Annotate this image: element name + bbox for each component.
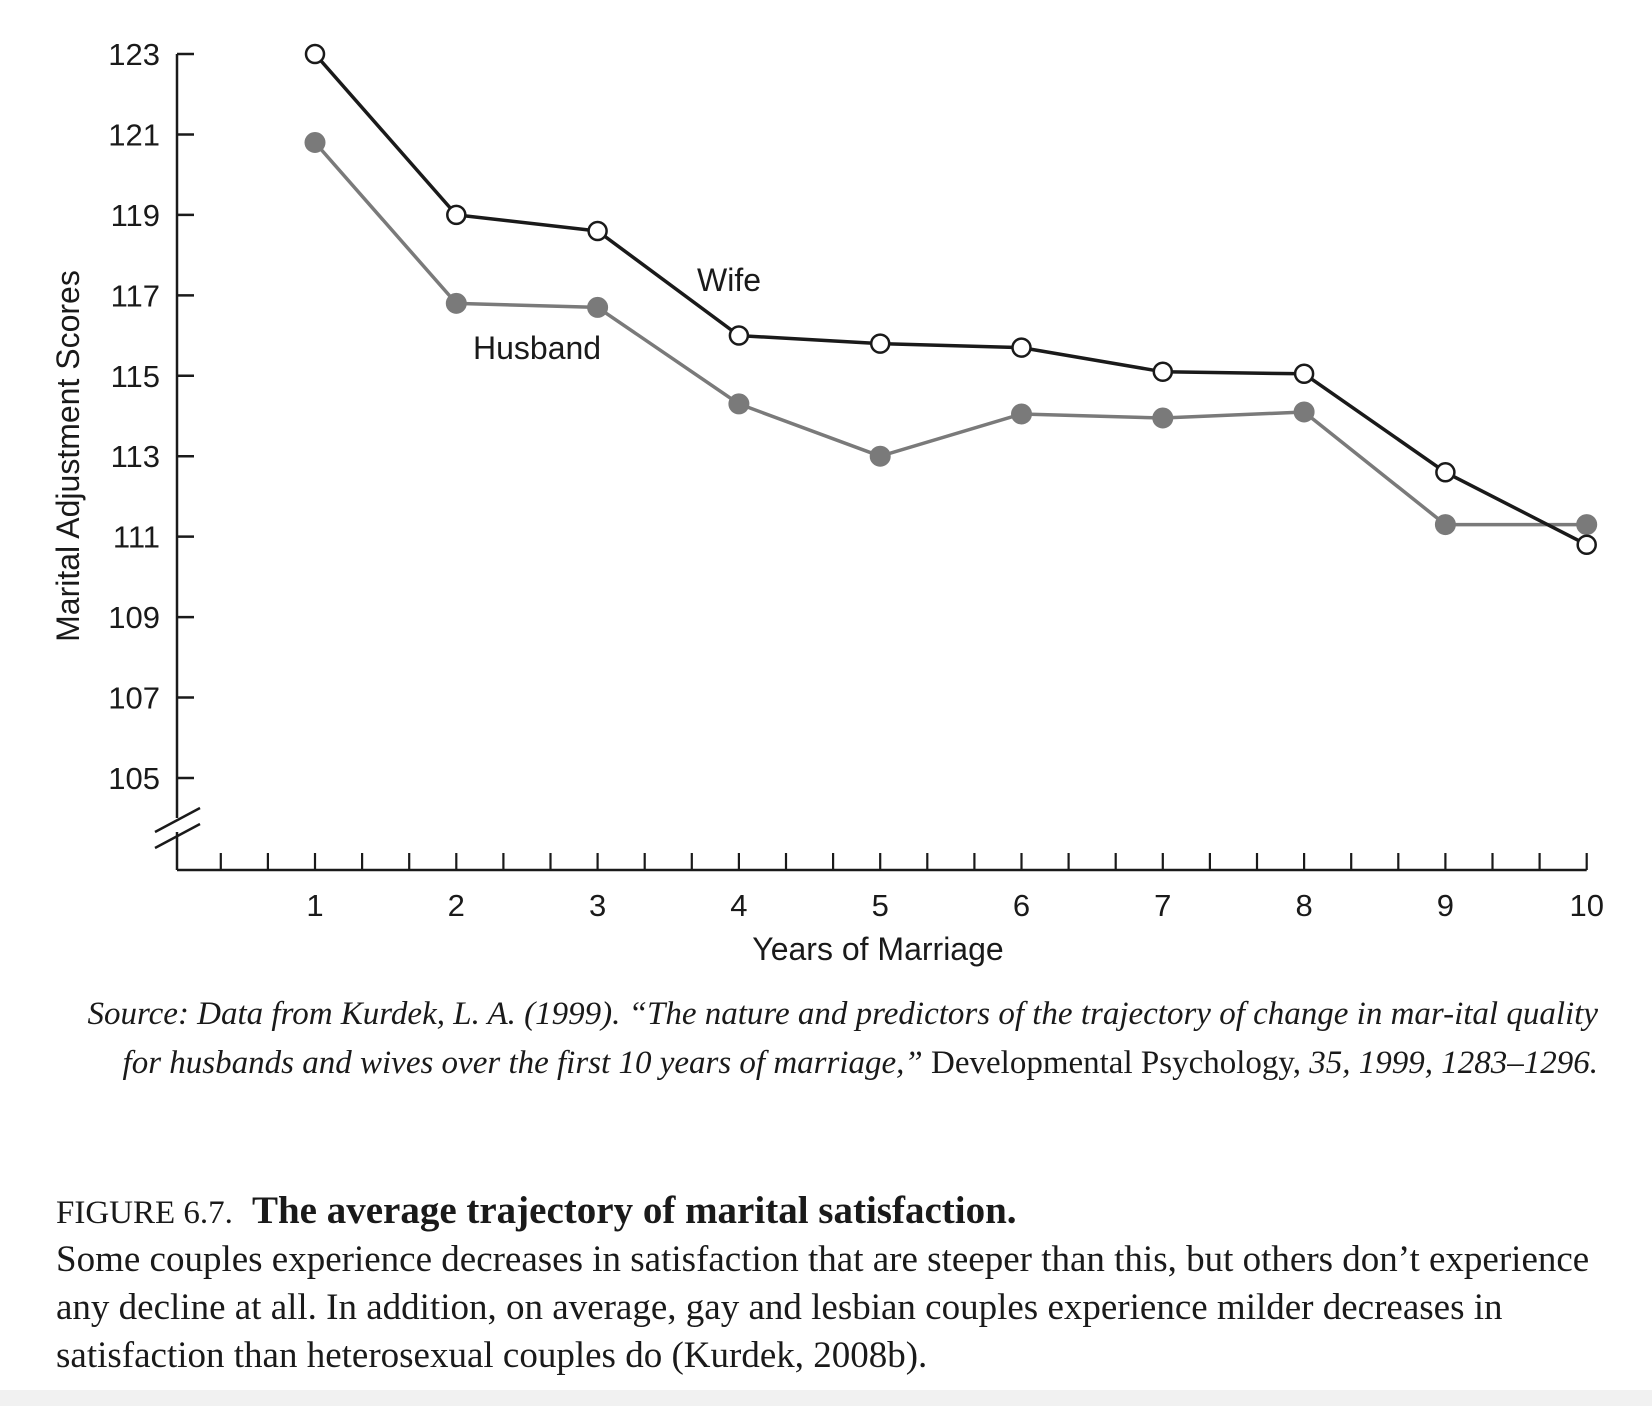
- figure-title: The average trajectory of marital satisf…: [251, 1189, 1017, 1232]
- source-citation: Source: Data from Kurdek, L. A. (1999). …: [58, 990, 1598, 1088]
- axis-break-mark-upper: [154, 806, 201, 834]
- y-tick-label: 109: [108, 600, 160, 635]
- source-lead-text: Source: Data from Kurdek, L. A. (1999). …: [87, 996, 1598, 1081]
- data-point-husband: [1293, 401, 1315, 423]
- series-lines: [313, 52, 1588, 547]
- data-point-wife: [728, 325, 750, 346]
- data-point-wife: [1152, 361, 1174, 383]
- axis-break-mark-lower: [154, 822, 201, 850]
- data-point-wife: [1435, 462, 1456, 483]
- data-point-wife: [304, 43, 326, 65]
- data-point-wife: [1293, 363, 1315, 385]
- data-point-husband: [445, 292, 467, 314]
- x-tick-label: 4: [730, 888, 747, 923]
- series-label-wife: Wife: [697, 262, 761, 298]
- y-tick-label: 123: [108, 37, 160, 72]
- y-axis-title: Marital Adjustment Scores: [50, 270, 86, 642]
- data-point-wife: [1576, 534, 1597, 555]
- y-tick-label: 113: [111, 439, 160, 474]
- y-tick-label: 107: [108, 681, 160, 716]
- page-bottom-edge: [0, 1390, 1652, 1406]
- x-tick-label: 1: [306, 888, 323, 923]
- data-point-husband: [1152, 407, 1174, 429]
- data-point-husband: [1434, 514, 1456, 536]
- x-tick-label: 9: [1437, 888, 1454, 923]
- source-journal-text: Developmental Psychology,: [931, 1045, 1301, 1081]
- figure-caption: FIGURE 6.7. The average trajectory of ma…: [56, 1188, 1616, 1380]
- y-tick-label: 119: [111, 198, 160, 233]
- y-tick-label: 117: [111, 278, 160, 313]
- x-tick-label: 6: [1013, 888, 1030, 923]
- data-point-wife: [446, 204, 467, 226]
- data-point-wife: [587, 220, 608, 242]
- x-tick-label: 2: [448, 888, 465, 923]
- series-points: [304, 43, 1598, 555]
- y-tick-label: 105: [108, 761, 160, 796]
- series-line-husband: [313, 141, 1587, 527]
- source-tail-text: 35, 1999, 1283–1296.: [1309, 1045, 1598, 1081]
- figure-label: FIGURE 6.7.: [56, 1195, 233, 1231]
- x-tick-label: 5: [872, 888, 889, 923]
- x-tick-label: 8: [1295, 888, 1312, 923]
- x-tick-label: 10: [1569, 888, 1603, 923]
- y-tick-label: 121: [108, 117, 160, 152]
- x-tick-label: 7: [1154, 888, 1171, 923]
- data-point-husband: [728, 393, 750, 415]
- data-point-husband: [1576, 514, 1598, 536]
- y-tick-label: 111: [113, 520, 160, 555]
- figure-body: Some couples experience decreases in sat…: [56, 1239, 1590, 1376]
- y-tick-labels: 105 107 109 111 113 115 117 119 121 123: [108, 37, 160, 796]
- y-tick-label: 115: [111, 359, 160, 394]
- data-point-husband: [869, 445, 891, 467]
- data-point-wife: [1011, 337, 1032, 358]
- x-tick-label: 3: [589, 888, 606, 923]
- x-axis-title: Years of Marriage: [752, 931, 1003, 967]
- data-point-husband: [1011, 403, 1032, 425]
- series-label-husband: Husband: [473, 330, 601, 366]
- data-point-husband: [304, 131, 326, 153]
- series-line-wife: [313, 52, 1588, 547]
- data-point-wife: [869, 333, 891, 354]
- x-tick-labels: 1 2 3 4 5 6 7 8 9 10: [306, 888, 1604, 923]
- data-point-husband: [587, 296, 609, 318]
- chart-axes: [154, 52, 1588, 872]
